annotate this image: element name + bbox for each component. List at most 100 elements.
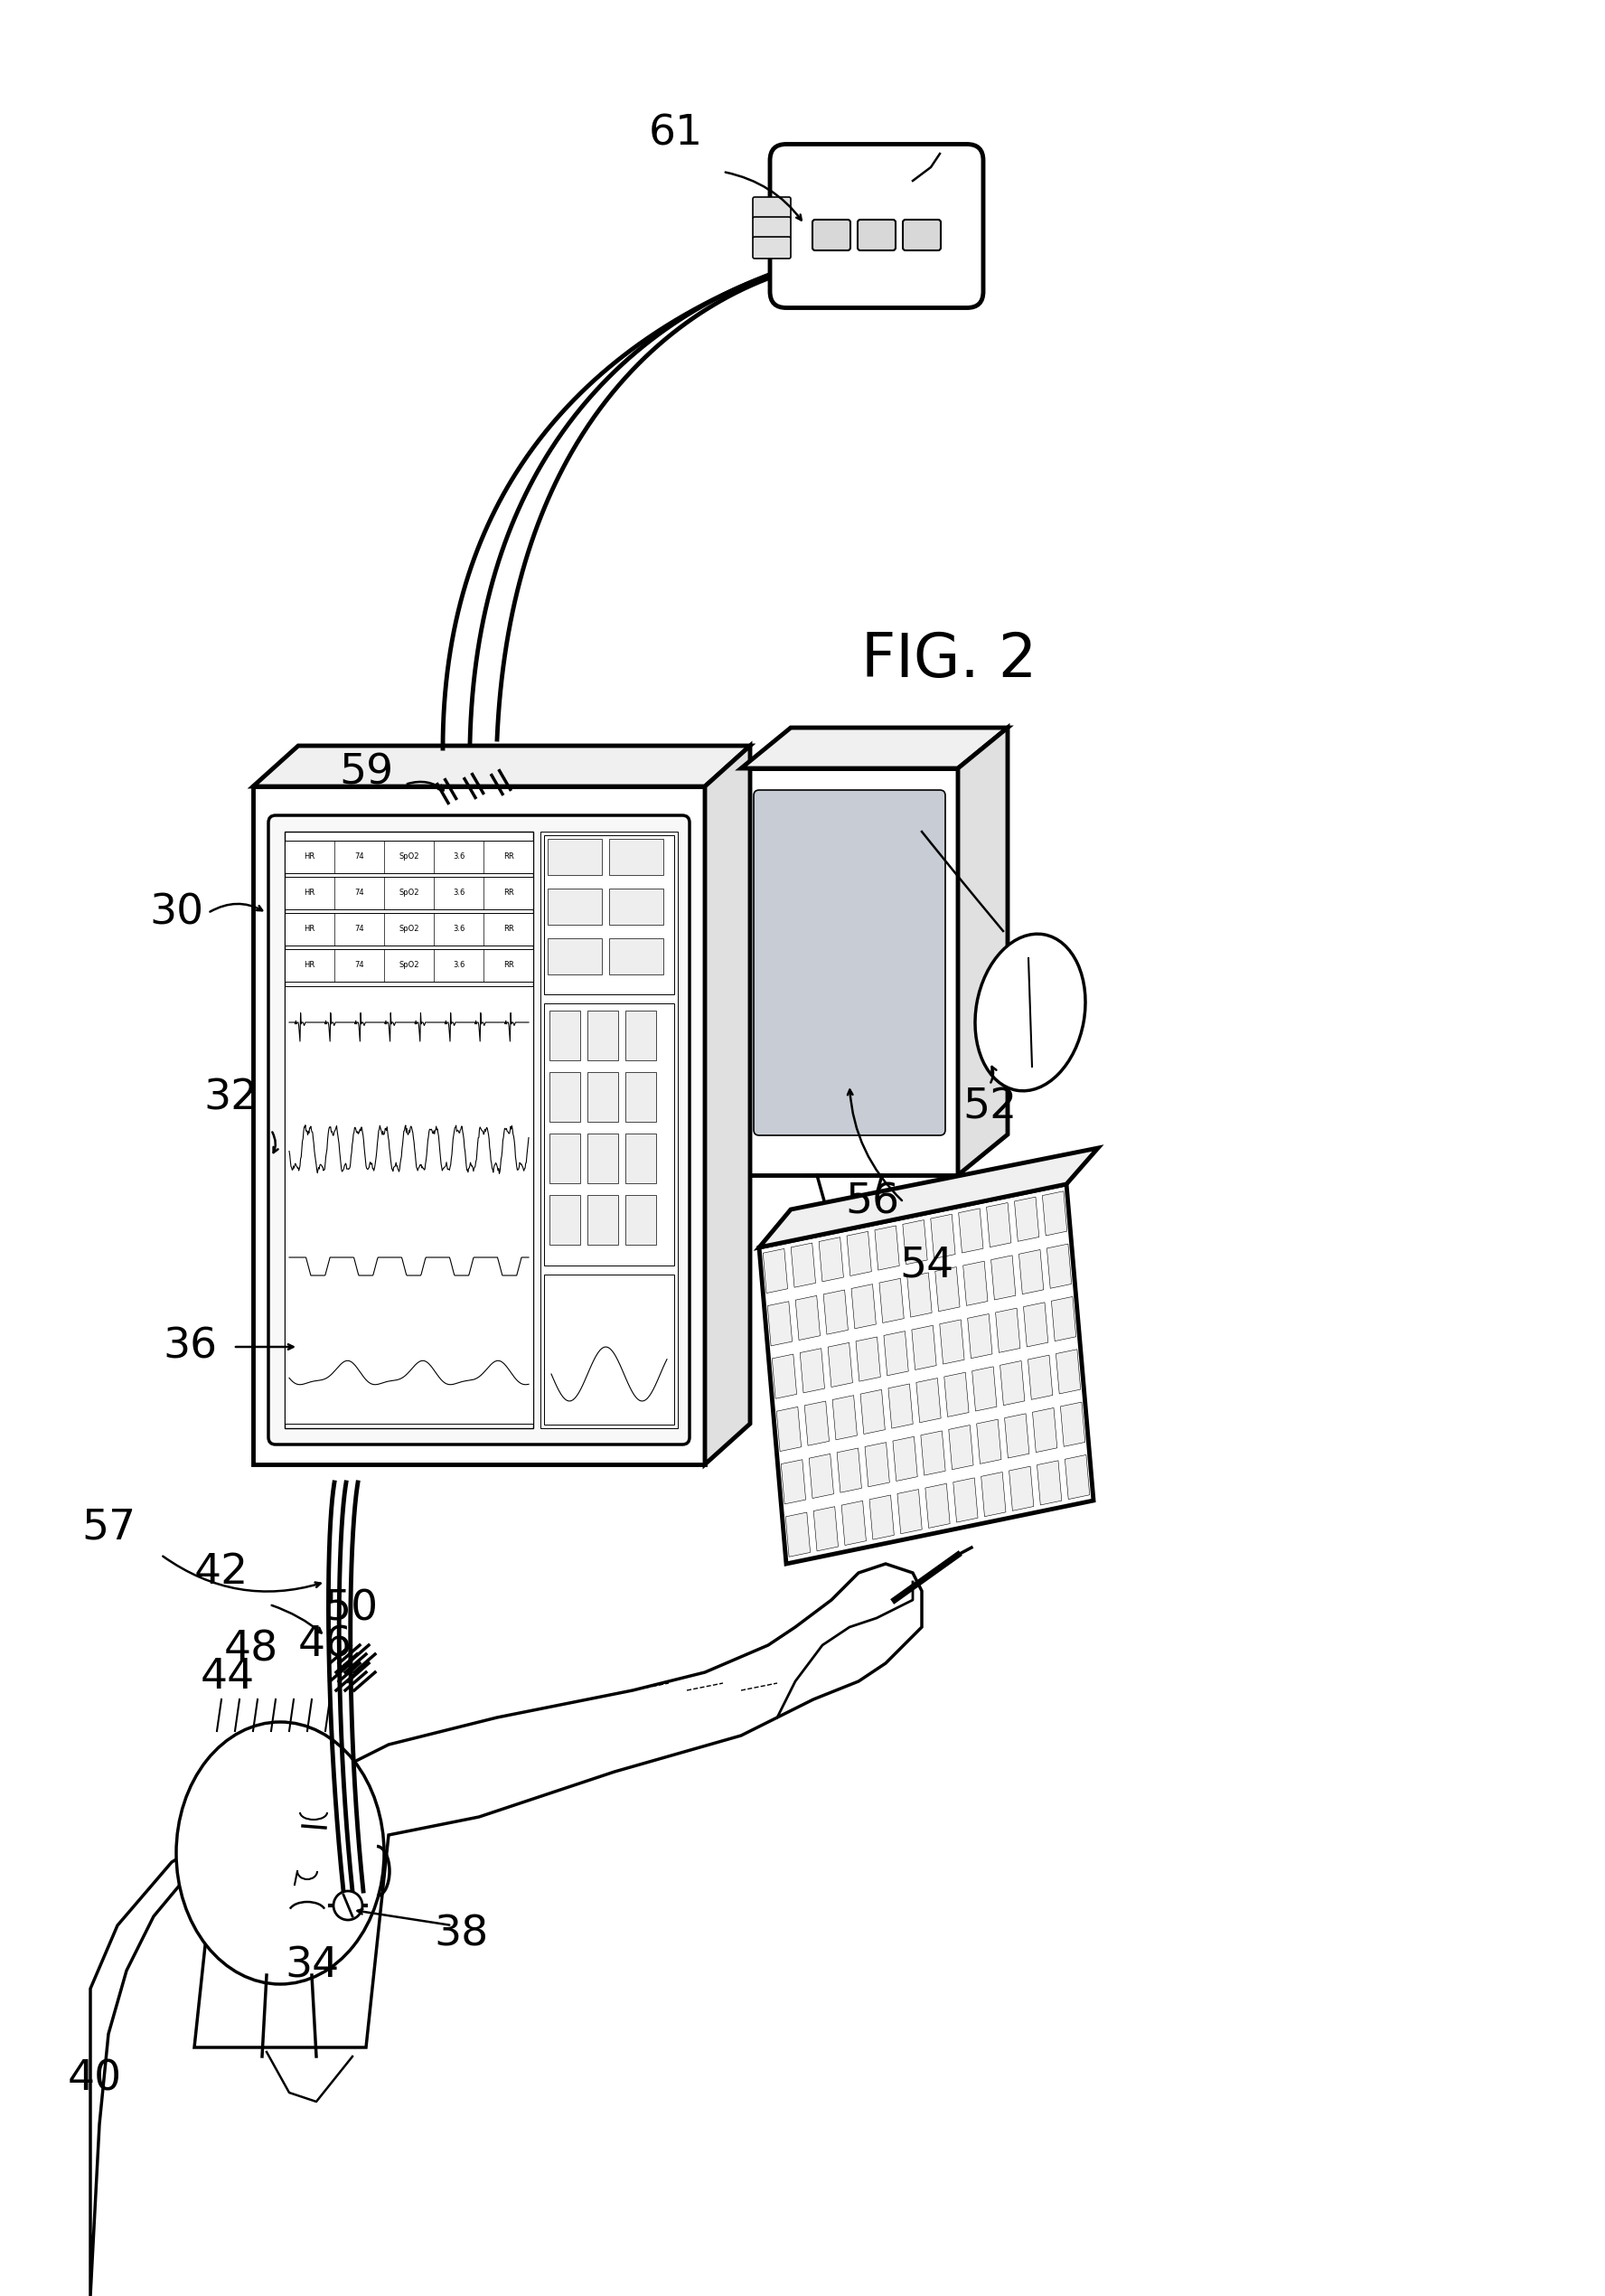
Text: 54: 54 [899, 1244, 953, 1286]
Polygon shape [547, 838, 602, 875]
Polygon shape [549, 1072, 579, 1123]
Polygon shape [544, 1274, 674, 1424]
Text: HR: HR [303, 925, 315, 932]
Polygon shape [742, 728, 1008, 769]
Polygon shape [742, 769, 958, 1176]
Polygon shape [958, 1208, 984, 1254]
Polygon shape [1010, 1467, 1034, 1511]
Text: 3.6: 3.6 [453, 925, 465, 932]
Polygon shape [1000, 1362, 1024, 1405]
Text: 74: 74 [355, 852, 364, 861]
Polygon shape [1005, 1414, 1029, 1458]
Polygon shape [1042, 1192, 1067, 1235]
Polygon shape [626, 1072, 656, 1123]
Polygon shape [1037, 1460, 1061, 1504]
Polygon shape [587, 1194, 618, 1244]
Polygon shape [705, 746, 750, 1465]
Polygon shape [973, 1366, 997, 1412]
Polygon shape [953, 1479, 977, 1522]
Text: HR: HR [303, 962, 315, 969]
Text: 61: 61 [648, 113, 703, 154]
Polygon shape [549, 1194, 579, 1244]
Text: 48: 48 [225, 1630, 278, 1669]
Text: 34: 34 [284, 1945, 339, 1986]
Polygon shape [841, 1502, 867, 1545]
Polygon shape [902, 1219, 928, 1265]
Polygon shape [547, 939, 602, 974]
Polygon shape [610, 939, 663, 974]
Text: 46: 46 [299, 1626, 353, 1665]
Polygon shape [626, 1194, 656, 1244]
Polygon shape [549, 1134, 579, 1182]
Polygon shape [958, 728, 1008, 1176]
Polygon shape [1061, 1403, 1085, 1446]
Polygon shape [884, 1332, 908, 1375]
Text: RR: RR [502, 925, 514, 932]
FancyBboxPatch shape [754, 790, 945, 1134]
Polygon shape [284, 840, 533, 872]
Polygon shape [819, 1238, 844, 1281]
Text: 32: 32 [204, 1077, 258, 1118]
Polygon shape [284, 987, 533, 1424]
Text: 44: 44 [201, 1655, 255, 1697]
Polygon shape [587, 1072, 618, 1123]
Polygon shape [284, 877, 533, 909]
Polygon shape [759, 1148, 1098, 1247]
Text: 42: 42 [194, 1552, 249, 1593]
Polygon shape [987, 1203, 1011, 1247]
Polygon shape [823, 1290, 847, 1334]
Text: 57: 57 [82, 1506, 135, 1548]
Text: 59: 59 [339, 753, 393, 792]
Polygon shape [968, 1313, 992, 1359]
Polygon shape [880, 1279, 904, 1322]
Polygon shape [791, 1242, 815, 1288]
Polygon shape [851, 1283, 876, 1329]
Text: 38: 38 [433, 1915, 488, 1954]
FancyBboxPatch shape [904, 220, 941, 250]
Text: FIG. 2: FIG. 2 [862, 629, 1037, 689]
Polygon shape [963, 1261, 987, 1306]
Polygon shape [1046, 1244, 1072, 1288]
Polygon shape [833, 1396, 857, 1440]
Polygon shape [804, 1401, 830, 1446]
Polygon shape [796, 1295, 820, 1341]
FancyBboxPatch shape [753, 236, 791, 259]
FancyBboxPatch shape [857, 220, 896, 250]
Text: 74: 74 [355, 889, 364, 898]
Polygon shape [931, 1215, 955, 1258]
Polygon shape [916, 1378, 941, 1424]
Polygon shape [762, 1249, 788, 1293]
Polygon shape [587, 1010, 618, 1061]
Polygon shape [995, 1309, 1021, 1352]
Text: 3.6: 3.6 [453, 852, 465, 861]
Polygon shape [782, 1460, 806, 1504]
Polygon shape [907, 1272, 933, 1318]
Polygon shape [865, 1442, 889, 1488]
Polygon shape [759, 1185, 1093, 1564]
Polygon shape [254, 746, 750, 788]
Ellipse shape [177, 1722, 384, 1984]
Circle shape [334, 1892, 363, 1919]
Polygon shape [847, 1231, 872, 1277]
FancyBboxPatch shape [812, 220, 851, 250]
Polygon shape [875, 1226, 899, 1270]
Polygon shape [855, 1336, 881, 1382]
Polygon shape [767, 1302, 793, 1345]
Polygon shape [254, 788, 705, 1465]
Polygon shape [610, 838, 663, 875]
Polygon shape [1051, 1297, 1075, 1341]
Polygon shape [547, 889, 602, 925]
Polygon shape [828, 1343, 852, 1387]
Polygon shape [1056, 1350, 1080, 1394]
Text: 40: 40 [67, 2060, 122, 2099]
Text: RR: RR [502, 889, 514, 898]
Text: HR: HR [303, 852, 315, 861]
Polygon shape [976, 1419, 1002, 1465]
Text: 74: 74 [355, 962, 364, 969]
Polygon shape [90, 1564, 921, 2296]
Polygon shape [912, 1325, 936, 1371]
Polygon shape [772, 1355, 796, 1398]
FancyBboxPatch shape [770, 145, 984, 308]
Polygon shape [888, 1384, 913, 1428]
Polygon shape [799, 1348, 825, 1394]
